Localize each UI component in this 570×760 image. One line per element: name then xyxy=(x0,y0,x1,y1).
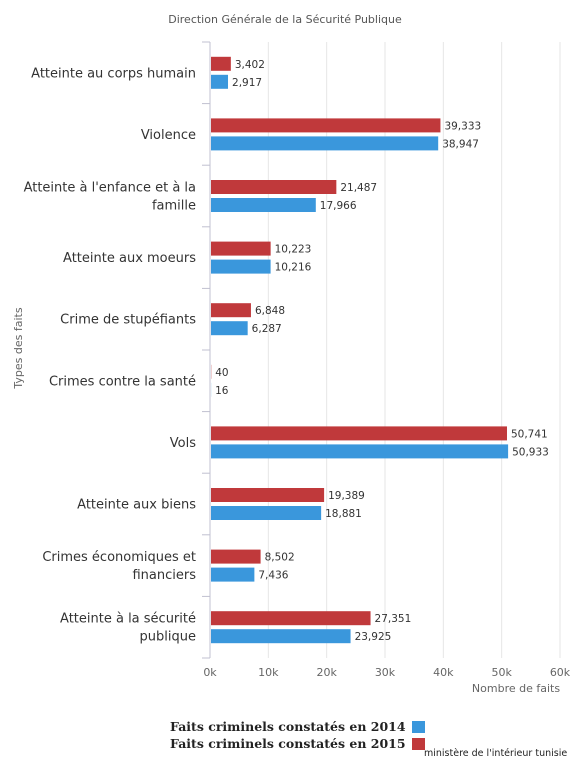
data-label: 16 xyxy=(215,385,229,397)
bar-2014 xyxy=(211,321,248,336)
bar-2014 xyxy=(211,567,255,582)
x-tick-label: 10k xyxy=(258,666,279,679)
data-label: 19,389 xyxy=(328,490,365,502)
y-axis-title: Types des faits xyxy=(12,307,25,389)
data-label: 39,333 xyxy=(444,120,481,132)
data-label: 50,933 xyxy=(512,446,549,458)
legend-swatch-2014 xyxy=(411,720,425,733)
x-tick-label: 60k xyxy=(550,666,570,679)
legend-item-2015[interactable]: Faits criminels constatés en 2015 xyxy=(170,735,425,752)
bar-2014 xyxy=(211,506,322,520)
category-label: Atteinte à la sécurité xyxy=(60,612,196,627)
category-label: Crimes économiques et xyxy=(42,550,196,565)
x-tick-label: 20k xyxy=(316,666,337,679)
data-label: 2,917 xyxy=(232,77,262,89)
x-tick-label: 50k xyxy=(491,666,512,679)
category-label: famille xyxy=(152,199,196,214)
data-label: 10,216 xyxy=(275,262,312,274)
data-label: 38,947 xyxy=(442,138,479,150)
bar-2015 xyxy=(211,488,325,502)
bar-2015 xyxy=(211,611,371,626)
data-label: 3,402 xyxy=(235,59,265,71)
bar-2015 xyxy=(211,426,507,441)
legend-label-2014: Faits criminels constatés en 2014 xyxy=(170,719,406,734)
legend-item-2014[interactable]: Faits criminels constatés en 2014 xyxy=(170,718,425,735)
x-tick-label: 30k xyxy=(375,666,396,679)
bar-2015 xyxy=(211,180,337,194)
category-label: Crimes contre la santé xyxy=(49,374,196,389)
credit-text: ministère de l'intérieur tunisie xyxy=(424,748,568,759)
bar-2015 xyxy=(211,118,441,133)
category-label: Atteinte aux moeurs xyxy=(63,251,196,266)
chart-title: Direction Générale de la Sécurité Publiq… xyxy=(168,13,402,26)
data-label: 21,487 xyxy=(340,182,377,194)
legend-label-2015: Faits criminels constatés en 2015 xyxy=(170,736,406,751)
bar-2014 xyxy=(211,629,351,644)
bar-2014 xyxy=(211,198,316,212)
legend-swatch-2015 xyxy=(411,737,425,750)
data-label: 7,436 xyxy=(258,570,288,582)
data-label: 23,925 xyxy=(355,631,392,643)
data-label: 17,966 xyxy=(320,200,357,212)
category-label: financiers xyxy=(132,568,196,583)
bar-2014 xyxy=(211,259,271,274)
data-label: 8,502 xyxy=(265,552,295,564)
bar-2015 xyxy=(211,241,271,256)
x-tick-label: 0k xyxy=(203,666,217,679)
data-label: 50,741 xyxy=(511,428,548,440)
bar-2015 xyxy=(211,549,261,564)
x-axis-title: Nombre de faits xyxy=(472,682,560,695)
data-label: 27,351 xyxy=(375,613,412,625)
bar-2014 xyxy=(211,444,509,459)
category-label: Crime de stupéfiants xyxy=(60,313,196,328)
category-label: Atteinte aux biens xyxy=(77,498,196,513)
data-label: 18,881 xyxy=(325,508,362,520)
bar-2015 xyxy=(211,56,231,71)
bar-2015 xyxy=(211,303,251,318)
x-tick-label: 40k xyxy=(433,666,454,679)
category-label: Violence xyxy=(141,128,196,143)
category-label: Atteinte à l'enfance et à la xyxy=(24,181,196,196)
data-label: 40 xyxy=(215,367,228,379)
bar-2014 xyxy=(211,74,229,89)
category-label: publique xyxy=(140,630,196,645)
data-label: 6,287 xyxy=(252,323,282,335)
legend: Faits criminels constatés en 2014 Faits … xyxy=(170,718,425,752)
category-label: Vols xyxy=(170,436,196,451)
data-label: 6,848 xyxy=(255,305,285,317)
data-label: 10,223 xyxy=(275,244,312,256)
bar-2014 xyxy=(211,136,439,151)
category-label: Atteinte au corps humain xyxy=(31,66,196,81)
